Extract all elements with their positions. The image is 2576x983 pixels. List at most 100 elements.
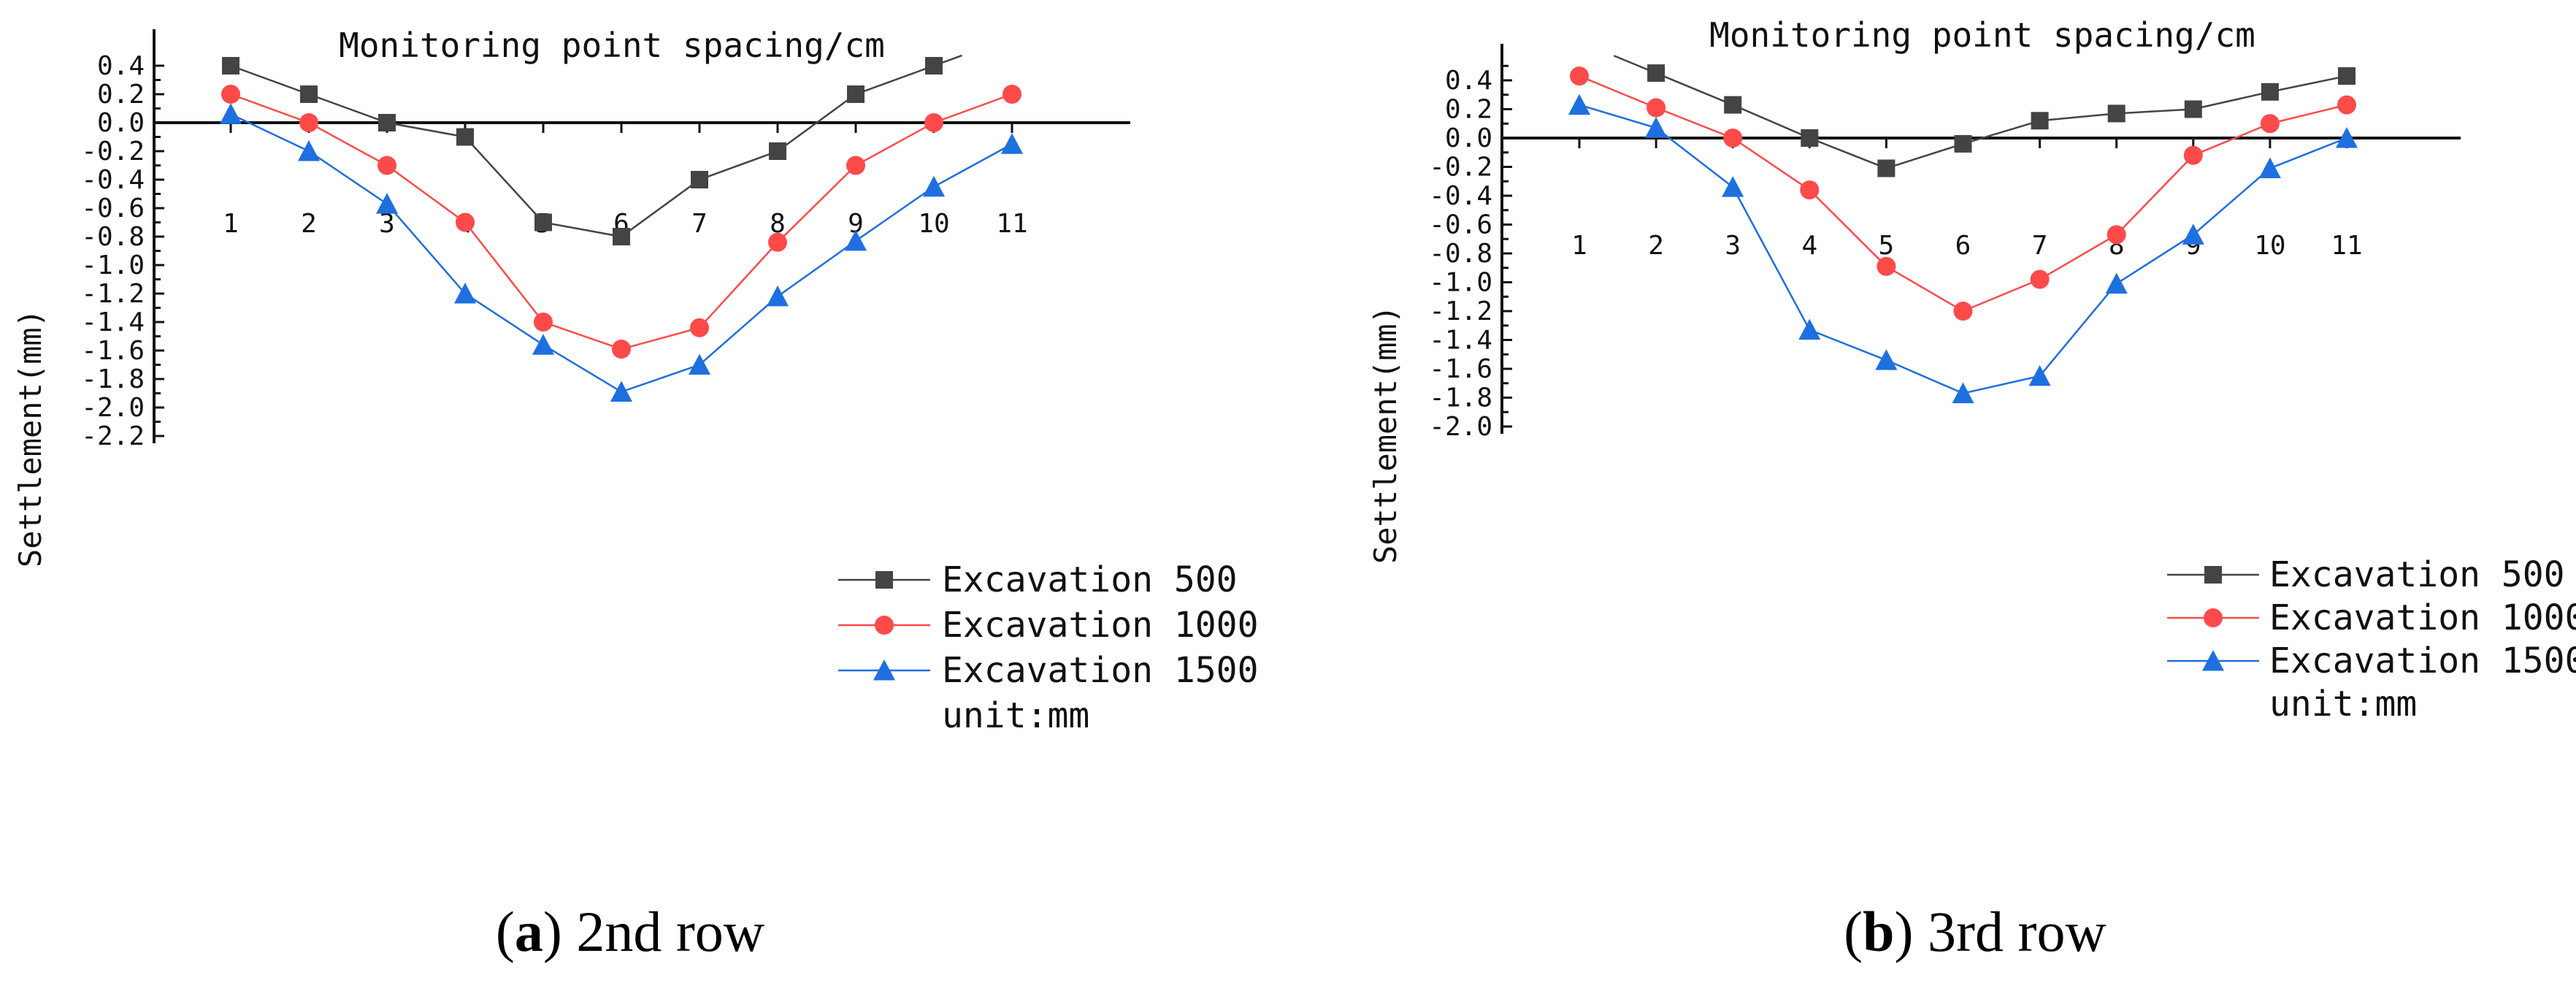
data-point-1 bbox=[222, 57, 239, 74]
monitoring-point-spacing-label: Monitoring point spacing/cm bbox=[1709, 15, 2255, 55]
y-tick-label: -1.2 bbox=[1429, 297, 1492, 326]
data-point-6 bbox=[1954, 134, 1972, 153]
data-point-11 bbox=[1001, 133, 1023, 154]
data-point-7 bbox=[2028, 364, 2051, 386]
data-point-11 bbox=[2338, 67, 2355, 85]
series-excavation-1500 bbox=[220, 103, 1023, 402]
y-tick-label: -0.2 bbox=[81, 137, 145, 167]
data-point-2 bbox=[299, 113, 318, 132]
data-point-10 bbox=[2261, 83, 2279, 101]
data-point-8 bbox=[2107, 225, 2126, 245]
data-point-4 bbox=[454, 283, 476, 304]
x-tick-label: 9 bbox=[848, 209, 864, 239]
data-point-10 bbox=[2260, 114, 2280, 134]
series-line bbox=[1579, 74, 2347, 313]
legend-label: Excavation 500 bbox=[2269, 554, 2565, 595]
data-point-7 bbox=[689, 353, 710, 375]
y-axis-title: Settlement(mm) bbox=[1368, 305, 1403, 564]
x-tick-label: 2 bbox=[301, 209, 317, 239]
data-point-11 bbox=[1003, 85, 1021, 104]
data-point-8 bbox=[769, 142, 786, 160]
caption-letter: a bbox=[515, 900, 543, 963]
x-tick-label: 8 bbox=[770, 209, 786, 239]
data-point-7 bbox=[2031, 112, 2049, 130]
data-point-7 bbox=[690, 318, 709, 337]
legend-label: Excavation 1000 bbox=[942, 605, 1258, 646]
data-point-8 bbox=[2105, 272, 2128, 294]
series-excavation-1000 bbox=[1570, 66, 2356, 321]
x-tick-label: 6 bbox=[1955, 231, 1971, 261]
data-point-9 bbox=[845, 229, 867, 251]
x-tick-label: 11 bbox=[996, 209, 1027, 239]
y-tick-label: -1.0 bbox=[1429, 268, 1492, 298]
x-tick-label: 7 bbox=[2032, 231, 2048, 261]
data-point-5 bbox=[1877, 159, 1895, 177]
chart-panel-2: 0.40.20.0-0.2-0.4-0.6-0.8-1.0-1.2-1.4-1.… bbox=[1368, 15, 2576, 963]
data-point-3 bbox=[1724, 96, 1742, 114]
data-point-9 bbox=[2183, 145, 2203, 165]
y-tick-label: -0.6 bbox=[1429, 210, 1492, 240]
y-tick-label: -0.2 bbox=[1429, 153, 1492, 183]
data-point-7 bbox=[691, 171, 708, 188]
data-point-10 bbox=[924, 113, 943, 132]
y-tick-label: -1.4 bbox=[1429, 326, 1492, 356]
data-point-10 bbox=[925, 57, 943, 74]
legend-label: Excavation 1500 bbox=[942, 650, 1258, 691]
legend-unit-note: unit:mm bbox=[942, 695, 1089, 736]
data-point-4 bbox=[1801, 129, 1819, 147]
data-point-4 bbox=[1798, 318, 1821, 340]
y-tick-label: -0.4 bbox=[1429, 181, 1492, 211]
data-point-9 bbox=[846, 156, 865, 175]
data-point-1 bbox=[1568, 93, 1590, 115]
data-point-2 bbox=[1647, 98, 1666, 118]
y-tick-label: -1.8 bbox=[1429, 383, 1492, 413]
data-point-3 bbox=[376, 193, 398, 214]
y-tick-label: 0.0 bbox=[1445, 123, 1492, 153]
data-point-2 bbox=[298, 140, 320, 161]
data-point-1 bbox=[1570, 66, 1589, 86]
x-tick-label: 4 bbox=[1801, 231, 1817, 261]
y-tick-label: -1.8 bbox=[81, 364, 145, 394]
legend-marker bbox=[873, 659, 895, 681]
data-point-3 bbox=[1723, 129, 1743, 148]
x-tick-label: 5 bbox=[1879, 231, 1895, 261]
legend-marker bbox=[875, 616, 894, 635]
caption-letter: b bbox=[1863, 900, 1894, 963]
y-tick-label: -0.8 bbox=[81, 222, 145, 252]
data-point-11 bbox=[2337, 95, 2356, 115]
chart-panel-1: 0.40.20.0-0.2-0.4-0.6-0.8-1.0-1.2-1.4-1.… bbox=[12, 26, 1258, 963]
data-point-8 bbox=[2107, 104, 2125, 123]
y-tick-label: 0.2 bbox=[97, 80, 145, 110]
data-point-2 bbox=[1647, 64, 1665, 83]
data-point-11 bbox=[2336, 127, 2358, 148]
data-point-6 bbox=[613, 228, 630, 245]
x-tick-label: 2 bbox=[1648, 231, 1664, 261]
x-tick-label: 3 bbox=[379, 209, 395, 239]
data-point-2 bbox=[300, 85, 318, 103]
series-excavation-1500 bbox=[1568, 93, 2358, 404]
data-point-10 bbox=[923, 175, 945, 197]
data-point-9 bbox=[847, 85, 865, 103]
data-point-2 bbox=[1645, 117, 1668, 138]
y-tick-label: -1.2 bbox=[81, 279, 145, 309]
data-point-9 bbox=[2182, 223, 2204, 245]
data-point-3 bbox=[378, 114, 396, 131]
x-tick-label: 11 bbox=[2331, 231, 2362, 261]
x-tick-label: 7 bbox=[691, 209, 708, 239]
data-point-3 bbox=[377, 156, 396, 175]
y-tick-label: -2.0 bbox=[81, 393, 145, 423]
y-tick-label: -0.4 bbox=[81, 165, 145, 195]
data-point-4 bbox=[456, 213, 475, 232]
data-point-10 bbox=[2258, 157, 2281, 178]
data-point-5 bbox=[534, 313, 553, 332]
panel-caption: (b) 3rd row bbox=[1844, 900, 2107, 963]
y-tick-label: -2.0 bbox=[1429, 412, 1492, 442]
y-tick-label: -1.0 bbox=[81, 250, 145, 280]
monitoring-point-spacing-label: Monitoring point spacing/cm bbox=[339, 26, 885, 65]
x-tick-label: 10 bbox=[2254, 231, 2285, 261]
legend-marker bbox=[875, 571, 893, 589]
data-point-1 bbox=[221, 85, 240, 104]
